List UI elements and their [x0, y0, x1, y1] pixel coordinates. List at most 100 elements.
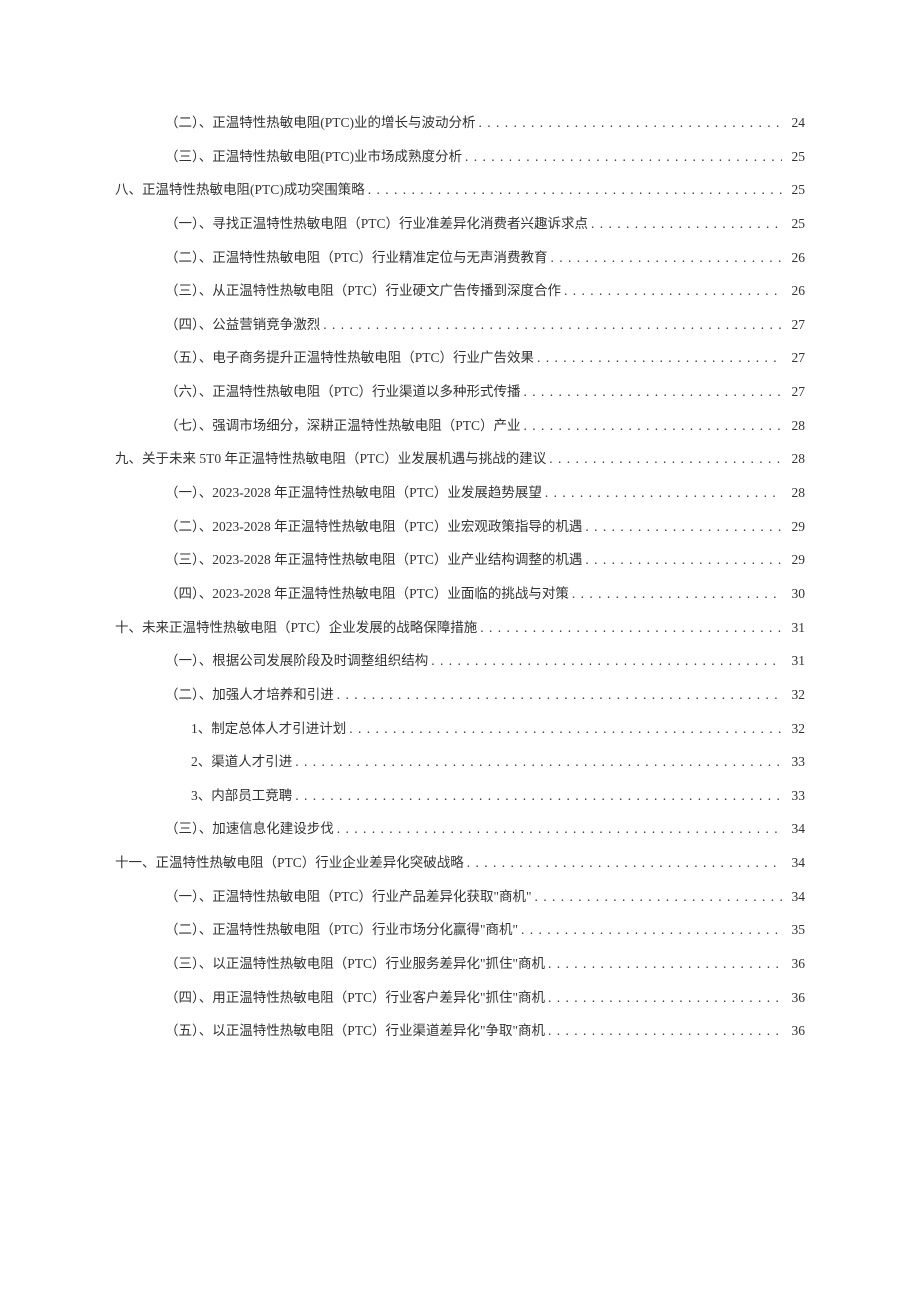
toc-entry-page: 26 [785, 245, 805, 271]
toc-entry-title: 八、正温特性热敏电阻(PTC)成功突围策略 [115, 177, 365, 203]
toc-leader-dots [524, 379, 782, 405]
toc-entry: （二）、正温特性热敏电阻（PTC）行业市场分化赢得"商机"35 [165, 917, 805, 943]
toc-entry-page: 34 [785, 884, 805, 910]
toc-entry-title: （四）、用正温特性热敏电阻（PTC）行业客户差异化"抓住"商机 [165, 985, 545, 1011]
toc-entry-title: 十一、正温特性热敏电阻（PTC）行业企业差异化突破战略 [115, 850, 464, 876]
toc-leader-dots [480, 615, 782, 641]
toc-entry-page: 27 [785, 379, 805, 405]
toc-entry: （七）、强调市场细分，深耕正温特性热敏电阻（PTC）产业28 [165, 413, 805, 439]
toc-entry: （二）、2023-2028 年正温特性热敏电阻（PTC）业宏观政策指导的机遇 29 [165, 514, 805, 540]
toc-entry: 1、制定总体人才引进计划 32 [191, 716, 805, 742]
toc-entry: 九、关于未来 5T0 年正温特性热敏电阻（PTC）业发展机遇与挑战的建议 28 [115, 446, 805, 472]
toc-leader-dots [585, 547, 782, 573]
toc-entry-page: 24 [785, 110, 805, 136]
toc-leader-dots [548, 1018, 782, 1044]
toc-entry-page: 28 [785, 446, 805, 472]
toc-leader-dots [524, 413, 782, 439]
toc-entry-title: （一）、2023-2028 年正温特性热敏电阻（PTC）业发展趋势展望 [165, 480, 542, 506]
toc-leader-dots [591, 211, 782, 237]
toc-entry-title: （一）、正温特性热敏电阻（PTC）行业产品差异化获取"商机" [165, 884, 532, 910]
toc-leader-dots [521, 917, 782, 943]
toc-entry-title: （五）、以正温特性热敏电阻（PTC）行业渠道差异化"争取"商机 [165, 1018, 545, 1044]
toc-entry-page: 28 [785, 480, 805, 506]
toc-entry-title: （一）、寻找正温特性热敏电阻（PTC）行业准差异化消费者兴趣诉求点 [165, 211, 588, 237]
toc-entry: （二）、正温特性热敏电阻（PTC）行业精准定位与无声消费教育 26 [165, 245, 805, 271]
toc-entry: 十、未来正温特性热敏电阻（PTC）企业发展的战略保障措施 31 [115, 615, 805, 641]
toc-entry: （四）、公益营销竞争激烈27 [165, 312, 805, 338]
toc-entry-title: （三）、从正温特性热敏电阻（PTC）行业硬文广告传播到深度合作 [165, 278, 561, 304]
toc-entry: （二）、正温特性热敏电阻(PTC)业的增长与波动分析24 [165, 110, 805, 136]
toc-leader-dots [431, 648, 782, 674]
toc-entry-page: 32 [785, 716, 805, 742]
toc-entry-page: 25 [785, 211, 805, 237]
toc-entry: （三）、加速信息化建设步伐 34 [165, 816, 805, 842]
toc-leader-dots [337, 682, 782, 708]
toc-leader-dots [465, 144, 782, 170]
toc-entry: （四）、2023-2028 年正温特性热敏电阻（PTC）业面临的挑战与对策 30 [165, 581, 805, 607]
toc-entry: （五）、以正温特性热敏电阻（PTC）行业渠道差异化"争取"商机 36 [165, 1018, 805, 1044]
toc-entry-page: 34 [785, 850, 805, 876]
toc-entry-title: （二）、2023-2028 年正温特性热敏电阻（PTC）业宏观政策指导的机遇 [165, 514, 582, 540]
toc-entry-title: （四）、2023-2028 年正温特性热敏电阻（PTC）业面临的挑战与对策 [165, 581, 569, 607]
toc-entry-page: 25 [785, 144, 805, 170]
toc-leader-dots [572, 581, 782, 607]
toc-leader-dots [479, 110, 783, 136]
toc-entry: （三）、从正温特性热敏电阻（PTC）行业硬文广告传播到深度合作 26 [165, 278, 805, 304]
toc-entry: （五）、电子商务提升正温特性热敏电阻（PTC）行业广告效果27 [165, 345, 805, 371]
toc-entry-page: 27 [785, 345, 805, 371]
toc-entry-title: 1、制定总体人才引进计划 [191, 716, 346, 742]
toc-leader-dots [323, 312, 782, 338]
toc-entry-page: 36 [785, 1018, 805, 1044]
toc-entry-page: 33 [785, 749, 805, 775]
toc-leader-dots [349, 716, 782, 742]
toc-entry-page: 29 [785, 514, 805, 540]
toc-entry: （六）、正温特性热敏电阻（PTC）行业渠道以多种形式传播 27 [165, 379, 805, 405]
toc-entry: （三）、2023-2028 年正温特性热敏电阻（PTC）业产业结构调整的机遇 29 [165, 547, 805, 573]
toc-entry: （四）、用正温特性热敏电阻（PTC）行业客户差异化"抓住"商机 36 [165, 985, 805, 1011]
toc-entry-title: （三）、以正温特性热敏电阻（PTC）行业服务差异化"抓住"商机 [165, 951, 545, 977]
toc-entry: 3、内部员工竞聘 33 [191, 783, 805, 809]
toc-entry-page: 27 [785, 312, 805, 338]
toc-leader-dots [548, 985, 782, 1011]
toc-entry: （三）、正温特性热敏电阻(PTC)业市场成熟度分析 25 [165, 144, 805, 170]
toc-entry-page: 26 [785, 278, 805, 304]
toc-leader-dots [585, 514, 782, 540]
toc-entry: （三）、以正温特性热敏电阻（PTC）行业服务差异化"抓住"商机 36 [165, 951, 805, 977]
toc-leader-dots [368, 177, 782, 203]
toc-entry-page: 33 [785, 783, 805, 809]
toc-entry-title: （六）、正温特性热敏电阻（PTC）行业渠道以多种形式传播 [165, 379, 521, 405]
toc-leader-dots [551, 245, 782, 271]
toc-entry: （一）、根据公司发展阶段及时调整组织结构31 [165, 648, 805, 674]
toc-entry-title: （三）、加速信息化建设步伐 [165, 816, 334, 842]
toc-entry-page: 34 [785, 816, 805, 842]
toc-entry-title: （三）、正温特性热敏电阻(PTC)业市场成熟度分析 [165, 144, 462, 170]
toc-entry: （一）、正温特性热敏电阻（PTC）行业产品差异化获取"商机" 34 [165, 884, 805, 910]
toc-entry-page: 36 [785, 985, 805, 1011]
toc-leader-dots [564, 278, 782, 304]
toc-leader-dots [467, 850, 782, 876]
toc-entry-title: （一）、根据公司发展阶段及时调整组织结构 [165, 648, 428, 674]
toc-entry-title: （二）、正温特性热敏电阻（PTC）行业市场分化赢得"商机" [165, 917, 518, 943]
toc-entry-title: （二）、正温特性热敏电阻（PTC）行业精准定位与无声消费教育 [165, 245, 548, 271]
toc-leader-dots [537, 345, 782, 371]
toc-entry-page: 36 [785, 951, 805, 977]
toc-entry: 2、渠道人才引进33 [191, 749, 805, 775]
toc-leader-dots [535, 884, 782, 910]
toc-leader-dots [337, 816, 782, 842]
toc-leader-dots [545, 480, 782, 506]
toc-entry-title: （二）、加强人才培养和引进 [165, 682, 334, 708]
toc-entry-page: 31 [785, 615, 805, 641]
toc-leader-dots [295, 783, 782, 809]
toc-entry-title: （三）、2023-2028 年正温特性热敏电阻（PTC）业产业结构调整的机遇 [165, 547, 582, 573]
toc-leader-dots [548, 951, 782, 977]
toc-entry-title: 3、内部员工竞聘 [191, 783, 292, 809]
toc-entry-title: 十、未来正温特性热敏电阻（PTC）企业发展的战略保障措施 [115, 615, 477, 641]
toc-entry-title: 九、关于未来 5T0 年正温特性热敏电阻（PTC）业发展机遇与挑战的建议 [115, 446, 546, 472]
toc-leader-dots [549, 446, 782, 472]
toc-entry: （二）、加强人才培养和引进32 [165, 682, 805, 708]
toc-entry-page: 29 [785, 547, 805, 573]
toc-entry-page: 30 [785, 581, 805, 607]
toc-entry: 十一、正温特性热敏电阻（PTC）行业企业差异化突破战略 34 [115, 850, 805, 876]
toc-entry: （一）、2023-2028 年正温特性热敏电阻（PTC）业发展趋势展望 28 [165, 480, 805, 506]
toc-entry: （一）、寻找正温特性热敏电阻（PTC）行业准差异化消费者兴趣诉求点 25 [165, 211, 805, 237]
